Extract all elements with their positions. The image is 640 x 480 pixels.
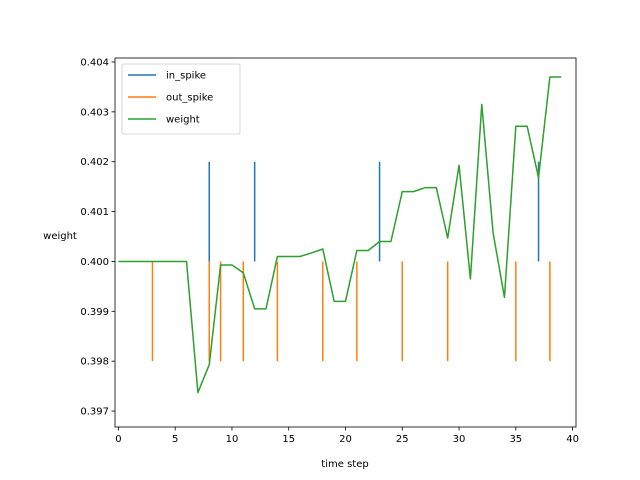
x-tick-label: 35: [509, 434, 522, 445]
x-tick-label: 15: [282, 434, 295, 445]
y-tick-label: 0.402: [80, 157, 109, 168]
y-tick-label: 0.398: [80, 357, 109, 368]
y-tick-label: 0.403: [80, 107, 109, 118]
legend-label-out-spike: out_spike: [166, 93, 213, 104]
legend-label-in-spike: in_spike: [166, 71, 206, 82]
plot-marks: [118, 76, 562, 394]
x-tick-label: 20: [339, 434, 352, 445]
x-tick-label: 10: [226, 434, 239, 445]
x-tick-label: 40: [566, 434, 579, 445]
legend-label-weight: weight: [166, 115, 200, 126]
y-axis-label: weight: [43, 231, 77, 242]
x-tick-label: 0: [115, 434, 121, 445]
x-tick-label: 5: [172, 434, 178, 445]
y-tick-label: 0.404: [80, 57, 109, 68]
x-axis-label: time step: [321, 459, 368, 470]
weight-series-line: [118, 76, 562, 394]
ticks: 0 5 10 15 20 25 30 35 40 0.397 0.398 0.399 0.400 0.40…: [80, 57, 579, 445]
y-tick-label: 0.401: [80, 207, 109, 218]
y-tick-label: 0.397: [80, 407, 109, 418]
y-tick-label: 0.400: [80, 257, 109, 268]
x-tick-label: 25: [396, 434, 409, 445]
y-tick-label: 0.399: [80, 307, 109, 318]
x-tick-label: 30: [453, 434, 466, 445]
legend-box: [121, 63, 241, 135]
